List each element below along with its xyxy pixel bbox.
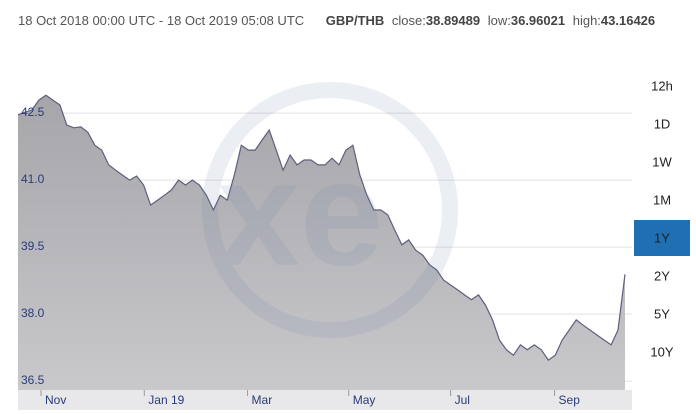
- x-tick-label: Nov: [45, 393, 66, 407]
- pair: GBP/THB: [326, 13, 385, 28]
- x-tick-label: Jan 19: [148, 393, 184, 407]
- line: [17, 94, 626, 361]
- range-button[interactable]: [634, 182, 690, 218]
- y-tick-label: 38.0: [21, 306, 45, 320]
- y-tick-label: 42.5: [21, 105, 45, 119]
- range-button-label[interactable]: 1W: [652, 154, 672, 169]
- range-buttons: 12h 1D 1W 1M 1Y 2Y 5Y 10Y: [634, 68, 690, 370]
- range-button-label[interactable]: 10Y: [650, 344, 673, 359]
- x-tick-label: Jul: [455, 393, 470, 407]
- date-range: 18 Oct 2018 00:00 UTC - 18 Oct 2019 05:0…: [18, 13, 304, 28]
- y-tick-label: 41.0: [21, 172, 45, 186]
- range-button[interactable]: [634, 68, 690, 104]
- range-button[interactable]: [634, 220, 690, 256]
- plot: [17, 94, 632, 390]
- range-button-label[interactable]: 1Y: [654, 230, 670, 245]
- area: [18, 95, 625, 390]
- watermark: xe: [202, 82, 458, 338]
- header: 18 Oct 2018 00:00 UTC - 18 Oct 2019 05:0…: [18, 13, 655, 28]
- range-button-label[interactable]: 1D: [654, 116, 671, 131]
- range-button-label[interactable]: 2Y: [654, 268, 670, 283]
- range-button-label[interactable]: 1M: [653, 192, 671, 207]
- range-button[interactable]: [634, 144, 690, 180]
- range-button[interactable]: [634, 106, 690, 142]
- range-button-label[interactable]: 5Y: [654, 306, 670, 321]
- range-button[interactable]: [634, 258, 690, 294]
- range-button-label[interactable]: 12h: [651, 78, 673, 93]
- range-button[interactable]: [634, 334, 690, 370]
- x-tick-label: Sep: [559, 393, 581, 407]
- low-label: low:: [488, 13, 511, 28]
- x-tick-label: May: [353, 393, 376, 407]
- y-tick-label: 36.5: [21, 373, 45, 387]
- y-tick-label: 39.5: [21, 239, 45, 253]
- x-axis-band: [18, 390, 632, 410]
- svg-text:xe: xe: [217, 129, 384, 297]
- range-button[interactable]: [634, 296, 690, 332]
- high-value: 43.16426: [601, 13, 655, 28]
- close-value: 38.89489: [426, 13, 480, 28]
- close-label: close:: [392, 13, 426, 28]
- high-label: high:: [573, 13, 601, 28]
- axes: 36.5 38.0 39.5 41.0 42.5 Nov Jan 19 Mar May Jul Se…: [21, 105, 580, 407]
- x-tick-label: Mar: [252, 393, 273, 407]
- low-value: 36.96021: [511, 13, 565, 28]
